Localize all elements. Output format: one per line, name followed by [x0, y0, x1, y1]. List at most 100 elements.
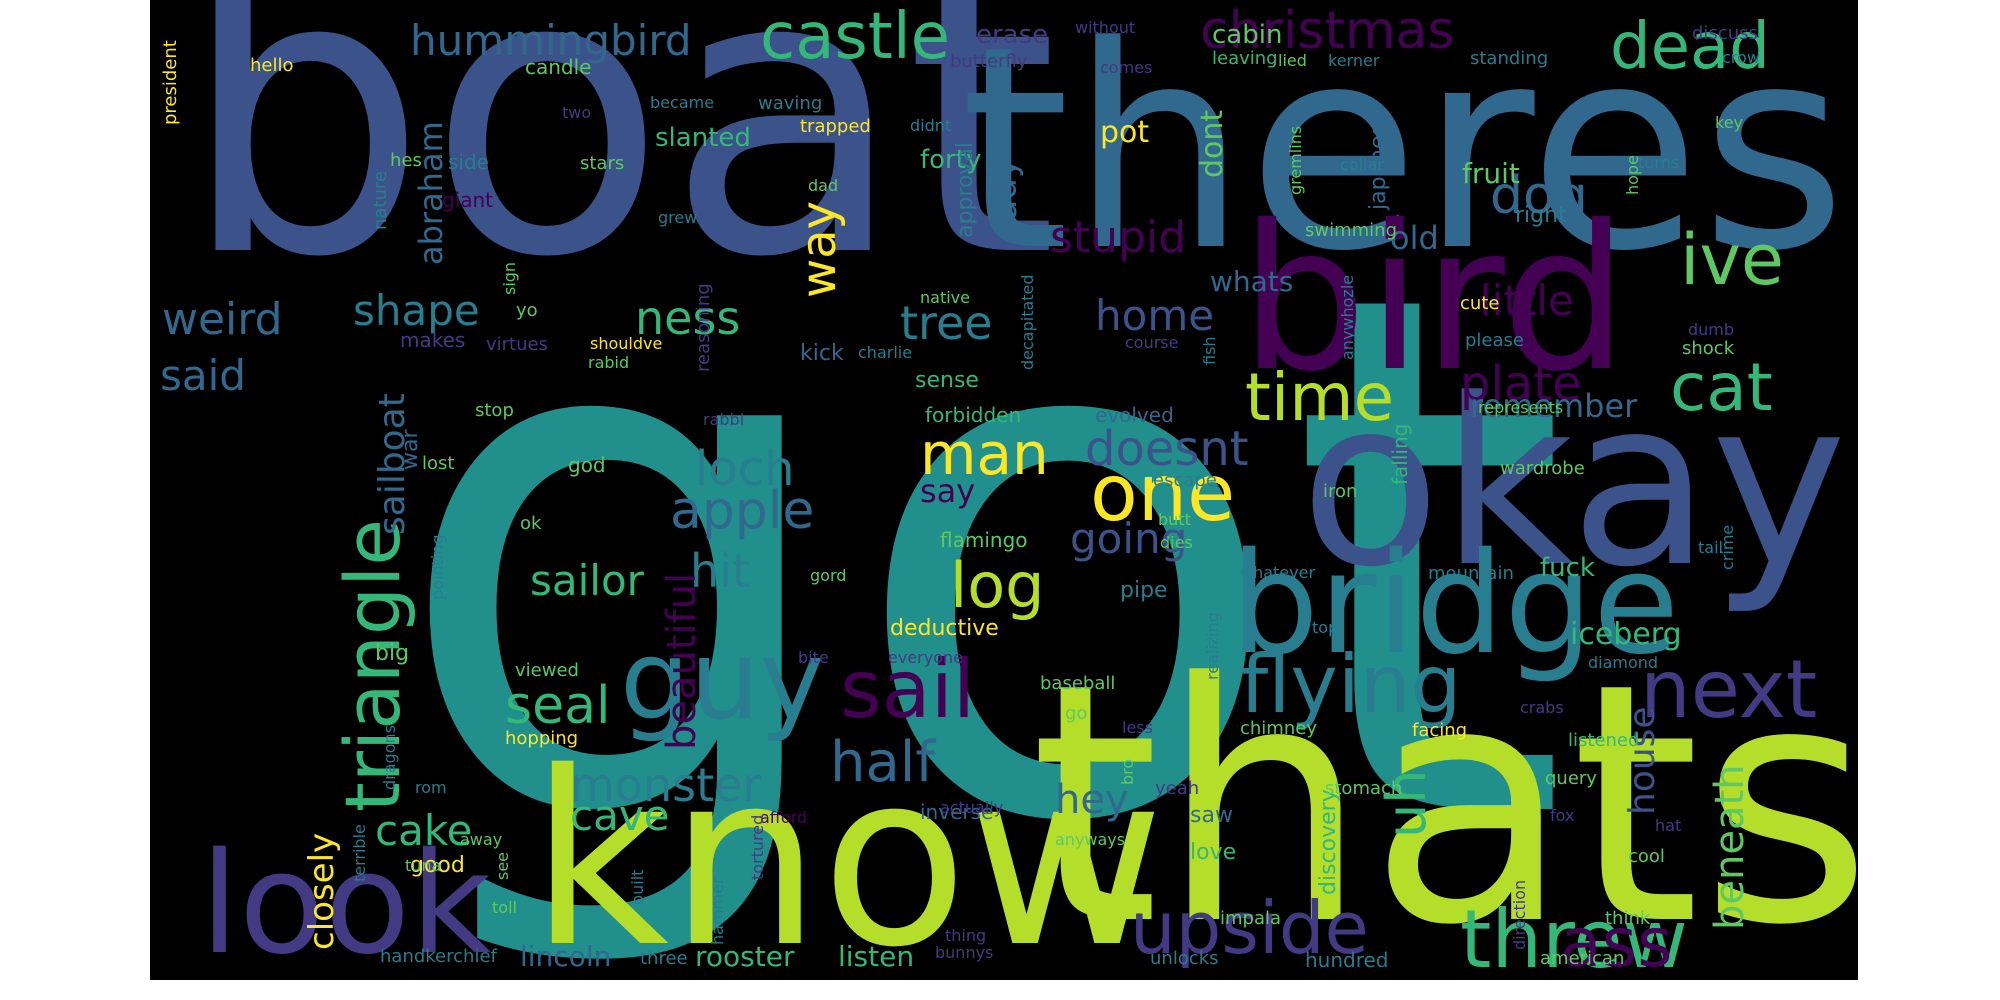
- word-half: half: [830, 730, 936, 795]
- word-actually: actually: [940, 798, 1004, 817]
- word-iron: iron: [1323, 481, 1358, 502]
- word-ok: ok: [520, 513, 542, 534]
- word-discovery: discovery: [1316, 789, 1341, 895]
- word-cloud: got boat theres thats know okay bird bri…: [150, 0, 1858, 980]
- word-represents: represents: [1478, 398, 1564, 417]
- word-bunnys: bunnys: [935, 943, 994, 962]
- word-kick: kick: [800, 341, 844, 366]
- word-sailor: sailor: [530, 556, 644, 605]
- word-way: way: [791, 200, 847, 298]
- word-giant: giant: [442, 188, 494, 212]
- word-ness: ness: [635, 291, 741, 345]
- word-stupid: stupid: [1050, 212, 1187, 263]
- word-crabs: crabs: [1520, 698, 1564, 717]
- word-cabin: cabin: [1212, 20, 1283, 50]
- word-sense: sense: [915, 368, 979, 393]
- word-cave: cave: [570, 791, 670, 840]
- word-iceberg: iceberg: [1570, 617, 1682, 652]
- word-shouldve: shouldve: [590, 334, 663, 353]
- word-handkerchief: handkerchief: [380, 946, 497, 967]
- word-gremlins: gremlins: [1286, 125, 1305, 195]
- word-chimney: chimney: [1240, 718, 1317, 739]
- word-stomach: stomach: [1325, 778, 1403, 799]
- word-pointing: pointing: [428, 534, 447, 600]
- word-lady: lady: [985, 158, 1025, 230]
- word-cute: cute: [1460, 293, 1500, 314]
- word-love: love: [1190, 840, 1237, 865]
- word-bird: bird: [1240, 183, 1629, 416]
- word-please: please: [1465, 330, 1524, 351]
- word-lincoln: lincoln: [520, 940, 612, 973]
- word-got: got: [390, 141, 1570, 979]
- word-remember: remember: [1470, 387, 1638, 425]
- word-direction: direction: [1510, 879, 1529, 950]
- word-stop: stop: [475, 400, 514, 421]
- word-crime: crime: [1718, 524, 1737, 570]
- word-apple: apple: [670, 481, 815, 541]
- word-reasoning: reasoning: [693, 283, 714, 372]
- word-hello: hello: [250, 55, 294, 76]
- word-upside: upside: [1130, 886, 1369, 970]
- word-dad: dad: [808, 176, 839, 195]
- word-thats: thats: [1030, 613, 1858, 980]
- word-bridge: bridge: [1230, 523, 1680, 686]
- word-afford: afford: [760, 808, 808, 827]
- word-whatever: whatever: [1240, 563, 1316, 582]
- word-christmas: christmas: [1200, 1, 1455, 61]
- word-impala: impala: [1220, 908, 1282, 929]
- word-sail: sail: [840, 643, 976, 736]
- word-stars: stars: [580, 153, 625, 174]
- word-say: say: [920, 472, 976, 510]
- word-look: look: [200, 823, 492, 980]
- word-good: good: [410, 853, 465, 878]
- word-trapped: trapped: [800, 116, 871, 137]
- word-theres: theres: [960, 0, 1847, 313]
- word-virtues: virtues: [486, 334, 548, 355]
- word-threw: threw: [1460, 893, 1688, 980]
- word-rooster: rooster: [695, 940, 795, 973]
- word-waving: waving: [758, 93, 823, 114]
- word-decapitated: decapitated: [1018, 274, 1037, 370]
- word-little: little: [1480, 276, 1574, 325]
- word-beautiful: beautiful: [659, 572, 705, 750]
- word-rabid: rabid: [588, 353, 630, 372]
- word-three: three: [640, 948, 688, 969]
- word-pot: pot: [1100, 115, 1150, 150]
- word-seal: seal: [505, 676, 611, 736]
- word-leaving: leaving: [1212, 48, 1278, 69]
- word-cool: cool: [1628, 846, 1665, 867]
- word-war: war: [398, 429, 423, 470]
- word-butterfly: butterfly: [950, 51, 1028, 72]
- word-log: log: [950, 549, 1045, 622]
- word-whats: whats: [1210, 265, 1294, 298]
- word-fruit: fruit: [1462, 157, 1520, 190]
- word-course: course: [1125, 333, 1179, 352]
- word-hummingbird: hummingbird: [410, 16, 692, 65]
- word-home: home: [1095, 291, 1215, 340]
- word-evolved: evolved: [1095, 403, 1174, 427]
- word-hit: hit: [690, 544, 750, 598]
- word-flying: flying: [1240, 638, 1462, 731]
- word-grew: grew: [658, 208, 698, 227]
- word-house: house: [1622, 706, 1663, 815]
- word-guy: guy: [620, 616, 825, 744]
- word-turns: turns: [1638, 153, 1680, 172]
- word-american: american: [1540, 948, 1625, 969]
- word-president: president: [160, 40, 181, 125]
- word-escape: escape: [1153, 470, 1217, 491]
- word-query: query: [1545, 768, 1597, 789]
- word-anywhozle: anywhozle: [1338, 274, 1357, 360]
- word-viewed: viewed: [515, 660, 579, 681]
- word-became: became: [650, 93, 715, 112]
- word-hopping: hopping: [505, 728, 579, 749]
- word-didnt: didnt: [910, 116, 952, 135]
- word-weird: weird: [162, 294, 283, 345]
- word-forbidden: forbidden: [925, 403, 1022, 427]
- word-collar: collar: [1340, 155, 1384, 174]
- word-big: big: [375, 641, 410, 666]
- word-bro: bro: [1118, 758, 1137, 785]
- word-butt: butt: [1158, 510, 1191, 529]
- word-bite: bite: [798, 648, 829, 667]
- word-cat: cat: [1670, 349, 1773, 426]
- word-crow: crow: [1722, 48, 1760, 67]
